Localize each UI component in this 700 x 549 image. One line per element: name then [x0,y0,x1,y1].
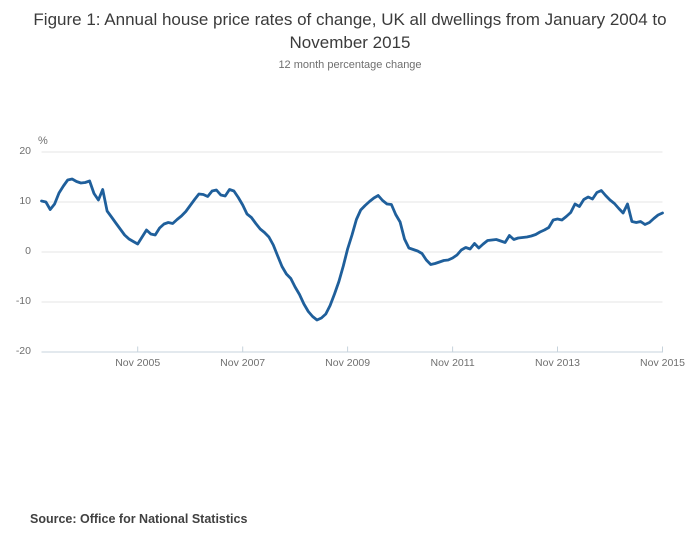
x-axis-label: Nov 2009 [325,357,371,369]
chart-subtitle: 12 month percentage change [278,59,422,71]
figure-title: Figure 1: Annual house price rates of ch… [33,10,667,52]
source-note: Source: Office for National Statistics [30,512,248,526]
price-line [40,177,664,322]
y-axis-label: 0 [25,245,31,257]
y-axis-label: -10 [15,295,31,307]
x-axis-label: Nov 2007 [220,357,266,369]
y-axis-unit-label: % [38,135,48,147]
x-axis-label: Nov 2013 [535,357,580,369]
y-axis-label: 10 [19,195,31,207]
y-axis-label: -20 [15,345,31,357]
line-chart: % 20 10 0 -10 -20 Nov 2005 Nov 2007 Nov 2009 No… [15,135,685,369]
x-axis-label: Nov 2011 [430,357,475,369]
price-line-plot [40,151,664,353]
x-axis-label: Nov 2015 [640,357,685,369]
x-axis-label: Nov 2005 [115,357,161,369]
y-axis-label: 20 [19,145,31,157]
